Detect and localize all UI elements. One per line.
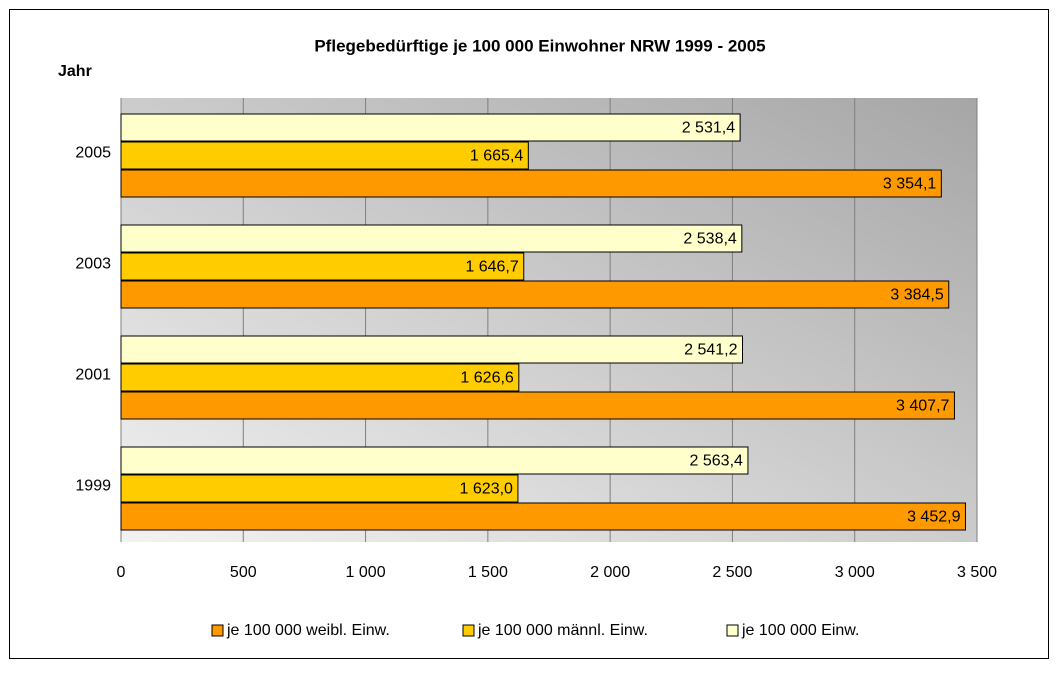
y-tick-label: 2001 — [75, 367, 111, 384]
value-label: 2 538,4 — [683, 231, 736, 248]
bar — [120, 363, 520, 392]
bar — [120, 169, 942, 198]
legend-swatch — [462, 624, 475, 637]
x-tick-label: 3 000 — [835, 564, 875, 581]
bar — [120, 280, 950, 309]
value-label: 3 384,5 — [890, 287, 943, 304]
y-axis-label: Jahr — [58, 63, 92, 80]
value-label: 2 531,4 — [682, 120, 735, 137]
x-tick-label: 1 500 — [468, 564, 508, 581]
bar — [120, 252, 525, 281]
legend-label: je 100 000 Einw. — [741, 622, 859, 639]
bar — [120, 474, 519, 503]
value-label: 3 354,1 — [883, 176, 936, 193]
y-tick-label: 2003 — [75, 256, 111, 273]
value-label: 3 452,9 — [907, 509, 960, 526]
x-tick-label: 2 500 — [712, 564, 752, 581]
x-tick-label: 2 000 — [590, 564, 630, 581]
chart-title: Pflegebedürftige je 100 000 Einwohner NR… — [314, 36, 765, 55]
x-tick-label: 500 — [230, 564, 257, 581]
x-tick-label: 3 500 — [957, 564, 997, 581]
bar — [120, 502, 966, 531]
value-label: 2 563,4 — [690, 453, 743, 470]
x-tick-label: 1 000 — [346, 564, 386, 581]
value-label: 1 626,6 — [460, 370, 513, 387]
y-tick-label: 1999 — [75, 478, 111, 495]
value-label: 2 541,2 — [684, 342, 737, 359]
legend-label: je 100 000 männl. Einw. — [477, 622, 648, 639]
legend-swatch — [211, 624, 224, 637]
value-label: 3 407,7 — [896, 398, 949, 415]
value-label: 1 665,4 — [470, 148, 523, 165]
bar — [120, 391, 955, 420]
legend-label: je 100 000 weibl. Einw. — [226, 622, 390, 639]
bar — [120, 446, 749, 475]
value-label: 1 646,7 — [465, 259, 518, 276]
y-tick-label: 2005 — [75, 145, 111, 162]
x-tick-label: 0 — [117, 564, 126, 581]
value-label: 1 623,0 — [460, 481, 513, 498]
bar — [120, 113, 741, 142]
legend-swatch — [726, 624, 739, 637]
bar — [120, 335, 744, 364]
bar — [120, 141, 529, 170]
bar — [120, 224, 743, 253]
